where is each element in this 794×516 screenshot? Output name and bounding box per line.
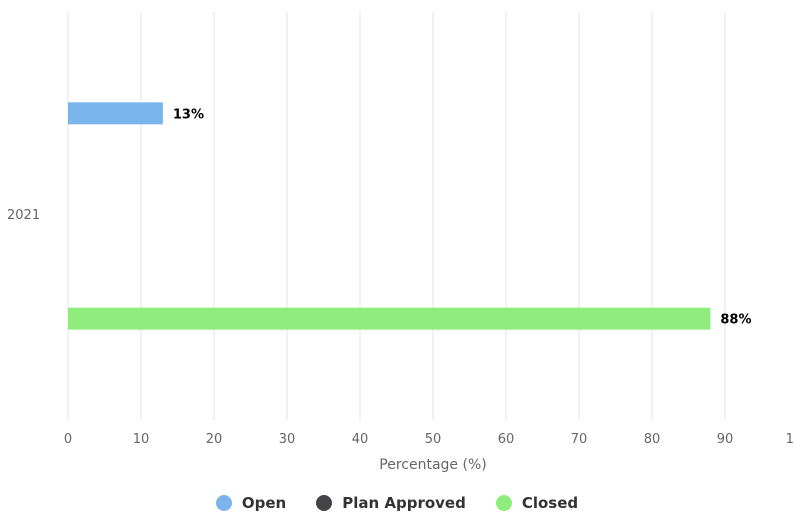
bar-open[interactable] <box>68 102 163 125</box>
legend-swatch-closed <box>495 495 512 511</box>
x-tick-label-80: 80 <box>644 432 661 447</box>
bar-chart: 13% 88% 0 10 20 30 40 50 60 70 80 90 100 2021 Perce… <box>7 12 794 473</box>
legend-label-closed: Closed <box>521 494 579 512</box>
data-label-open: 13% <box>173 107 204 122</box>
bar-closed[interactable] <box>68 307 711 330</box>
legend-label-open: Open <box>241 494 287 512</box>
grid-lines <box>67 12 726 420</box>
x-tick-label-40: 40 <box>352 432 369 447</box>
data-labels: 13% 88% <box>173 107 752 327</box>
x-tick-label-10: 10 <box>133 432 150 447</box>
x-tick-label-60: 60 <box>498 432 515 447</box>
x-tick-label-30: 30 <box>279 432 296 447</box>
bars <box>68 102 711 330</box>
legend-label-plan-approved: Plan Approved <box>342 494 466 512</box>
x-tick-labels: 0 10 20 30 40 50 60 70 80 90 100 <box>64 432 794 447</box>
legend-swatch-open <box>215 495 232 511</box>
category-label: 2021 <box>7 208 40 223</box>
x-tick-label-0: 0 <box>64 432 72 447</box>
x-tick-label-70: 70 <box>571 432 588 447</box>
data-label-closed: 88% <box>720 313 751 328</box>
legend: Open Plan Approved Closed <box>0 494 794 512</box>
legend-swatch-plan-approved <box>316 495 333 511</box>
x-tick-label-90: 90 <box>717 432 734 447</box>
x-tick-label-20: 20 <box>206 432 223 447</box>
legend-item-open[interactable]: Open <box>215 494 287 512</box>
x-axis-title: Percentage (%) <box>379 457 486 473</box>
legend-item-closed[interactable]: Closed <box>495 494 579 512</box>
x-tick-label-100: 100 <box>786 432 794 447</box>
x-tick-label-50: 50 <box>425 432 442 447</box>
legend-item-plan-approved[interactable]: Plan Approved <box>316 494 466 512</box>
